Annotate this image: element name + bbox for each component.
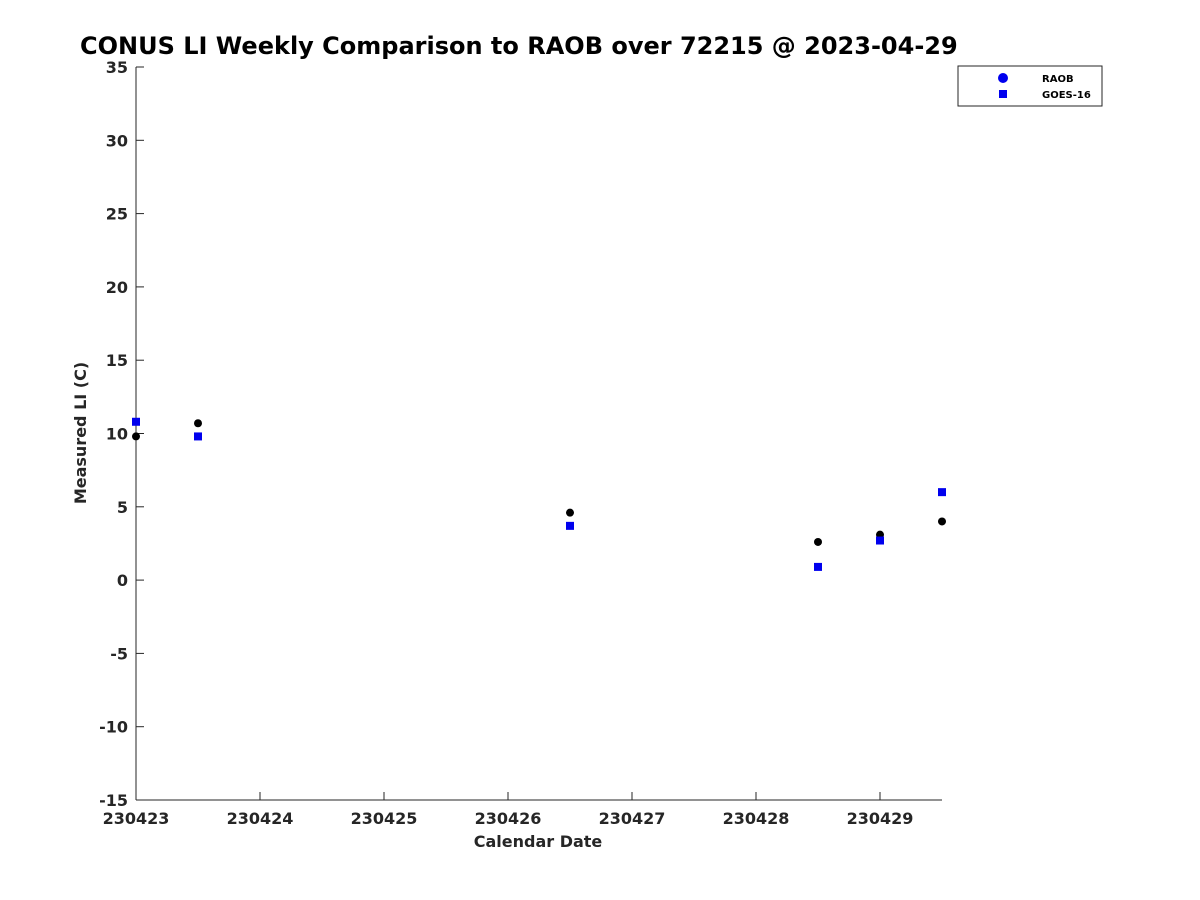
y-tick-label: 10 bbox=[106, 425, 128, 444]
x-tick-label: 230426 bbox=[475, 809, 542, 828]
y-tick-label: -5 bbox=[110, 644, 128, 663]
y-axis-label: Measured LI (C) bbox=[71, 362, 90, 504]
goes-16-point bbox=[566, 521, 574, 530]
y-tick-label: 25 bbox=[106, 205, 128, 224]
x-tick-label: 230429 bbox=[847, 809, 914, 828]
raob-point bbox=[566, 508, 574, 517]
y-tick-label: 15 bbox=[106, 351, 128, 370]
y-tick-label: 5 bbox=[117, 498, 128, 517]
x-tick-label: 230424 bbox=[227, 809, 294, 828]
goes-16-point bbox=[876, 536, 884, 545]
axes bbox=[135, 67, 942, 801]
chart-title: CONUS LI Weekly Comparison to RAOB over … bbox=[80, 32, 958, 60]
raob-point bbox=[938, 517, 946, 526]
raob-point bbox=[132, 432, 140, 441]
legend-marker-goes-16 bbox=[999, 90, 1007, 98]
y-tick-label: 20 bbox=[106, 278, 128, 297]
data-marks bbox=[132, 417, 946, 571]
legend-marker-raob bbox=[998, 73, 1008, 83]
legend-label: RAOB bbox=[1042, 74, 1074, 85]
x-axis-ticks: 230423 230424 230425 230426 230427 230428 2304… bbox=[103, 792, 914, 828]
goes-16-point bbox=[938, 488, 946, 497]
y-tick-label: 30 bbox=[106, 131, 128, 150]
legend: RAOB GOES-16 bbox=[957, 65, 1103, 107]
raob-point bbox=[194, 419, 202, 428]
x-tick-label: 230423 bbox=[103, 809, 170, 828]
raob-point bbox=[814, 537, 822, 546]
goes-16-point bbox=[814, 562, 822, 571]
x-tick-label: 230425 bbox=[351, 809, 418, 828]
goes-16-point bbox=[194, 432, 202, 441]
x-tick-label: 230428 bbox=[723, 809, 790, 828]
y-tick-label: 0 bbox=[117, 571, 128, 590]
y-tick-label: -10 bbox=[99, 718, 128, 737]
y-axis-ticks: -15 -10 -5 0 5 10 15 20 25 30 35 bbox=[99, 58, 144, 810]
legend-box bbox=[957, 65, 1103, 107]
y-tick-label: -15 bbox=[99, 791, 128, 810]
x-axis-label: Calendar Date bbox=[474, 832, 603, 851]
y-tick-label: 35 bbox=[106, 58, 128, 77]
legend-label: GOES-16 bbox=[1042, 90, 1091, 101]
x-tick-label: 230427 bbox=[599, 809, 666, 828]
goes-16-point bbox=[132, 417, 140, 426]
